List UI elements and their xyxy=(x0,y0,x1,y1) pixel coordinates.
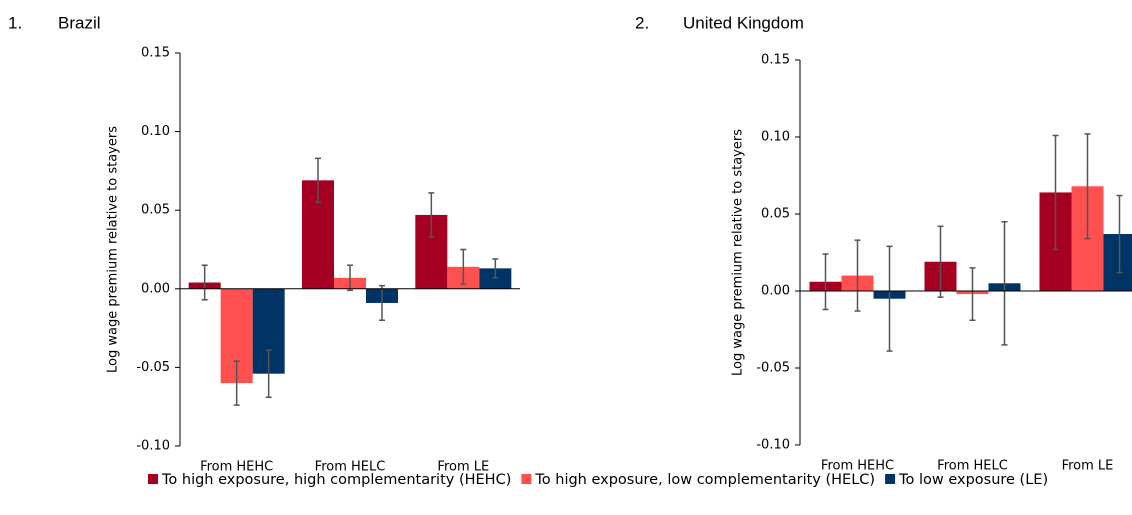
x-tick-label: From HELC xyxy=(315,460,386,475)
y-tick-label: 0.10 xyxy=(141,124,170,139)
y-tick-label: 0.00 xyxy=(761,284,790,299)
y-tick-label: 0.05 xyxy=(761,207,790,222)
y-tick-label: 0.15 xyxy=(141,46,170,61)
x-tick-label: From HELC xyxy=(937,459,1008,474)
x-tick-label: From HEHC xyxy=(821,459,894,474)
panel-title: United Kingdom xyxy=(683,13,804,32)
y-axis-label: Log wage premium relative to stayers xyxy=(731,129,746,376)
panel-title: Brazil xyxy=(58,13,101,32)
legend-label: To high exposure, high complementarity (… xyxy=(161,472,511,488)
y-tick-label: 0.05 xyxy=(141,203,170,218)
x-tick-label: From LE xyxy=(1062,459,1114,474)
y-tick-label: -0.10 xyxy=(756,438,790,453)
legend-label: To low exposure (LE) xyxy=(898,472,1048,488)
panel-number: 1. xyxy=(8,13,22,32)
y-tick-label: -0.05 xyxy=(756,361,790,376)
legend-swatch xyxy=(521,474,532,484)
bar xyxy=(479,268,512,289)
x-tick-label: From LE xyxy=(437,460,489,475)
x-tick-label: From HEHC xyxy=(200,460,273,475)
legend-swatch xyxy=(148,474,158,484)
legend-swatch xyxy=(885,474,896,484)
y-tick-label: -0.10 xyxy=(136,439,170,454)
bar xyxy=(1103,234,1132,291)
y-tick-label: 0.15 xyxy=(761,53,790,68)
panel-number: 2. xyxy=(635,13,649,32)
y-tick-label: 0.00 xyxy=(141,281,170,296)
y-axis-label: Log wage premium relative to stayers xyxy=(106,126,121,373)
legend-label: To high exposure, low complementarity (H… xyxy=(534,472,875,488)
y-tick-label: 0.10 xyxy=(761,130,790,145)
y-tick-label: -0.05 xyxy=(136,360,170,375)
